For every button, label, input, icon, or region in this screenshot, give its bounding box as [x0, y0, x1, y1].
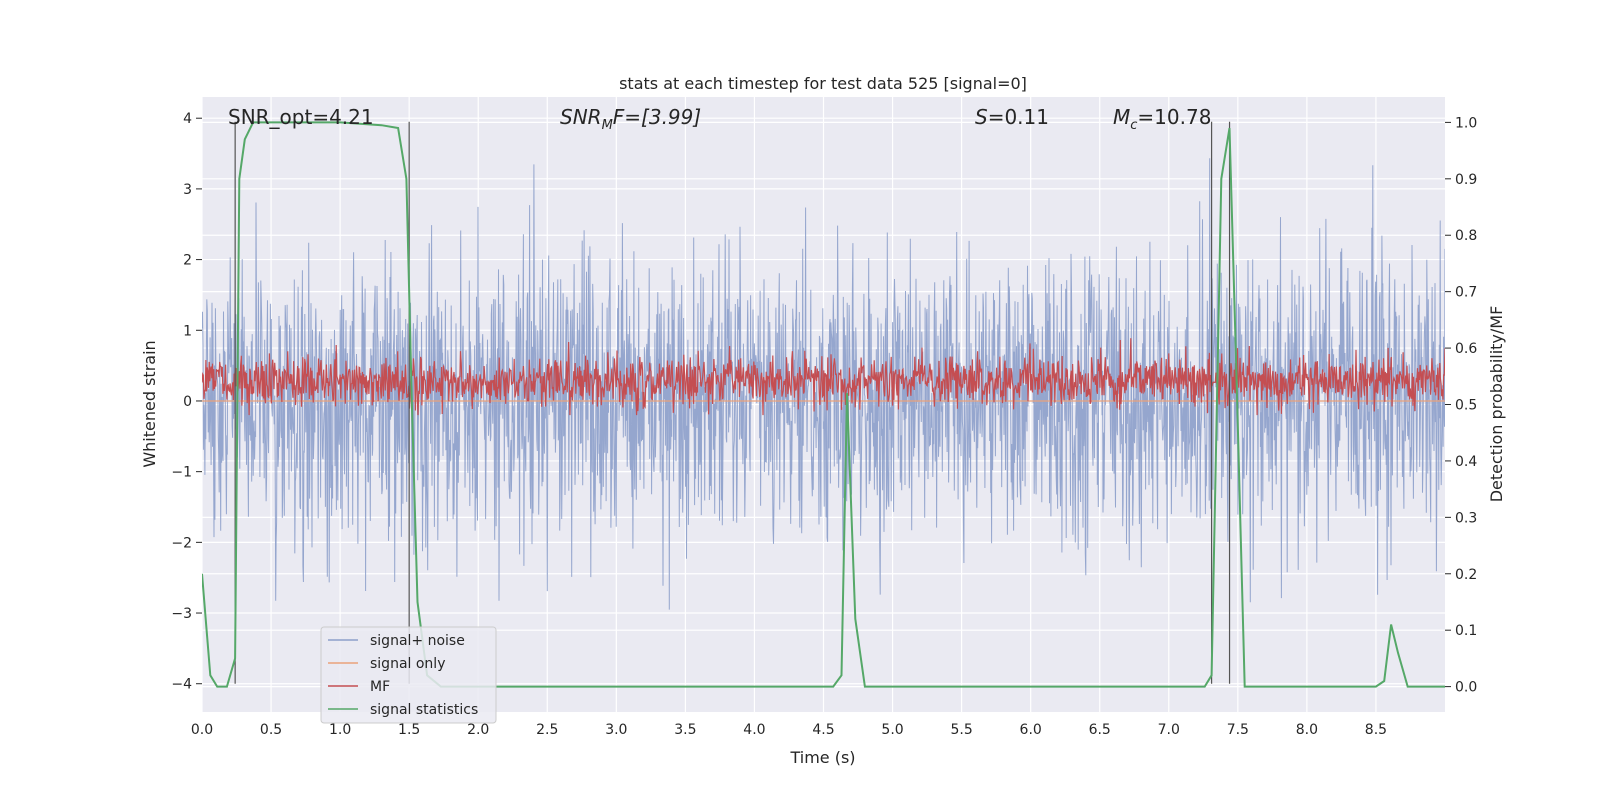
x-tick-label-1: 0.5	[260, 722, 282, 738]
x-axis-ticks: 0.0 0.5 1.0 1.5 2.0 2.5 3.0 3.5 4.0 4.5 5.0 5.5 6.0 6…	[191, 722, 1387, 738]
x-tick-label-15: 7.5	[1227, 722, 1249, 738]
legend-label-signal-only: signal only	[370, 656, 445, 672]
y-tick-label-2: 2	[183, 253, 192, 269]
annotation-mc-main: M	[1113, 105, 1130, 129]
x-tick-label-4: 2.0	[467, 722, 489, 738]
y2-tick-label-7: 0.3	[1455, 510, 1477, 526]
x-tick-label-3: 1.5	[398, 722, 420, 738]
y-tick-label-5: −1	[171, 465, 192, 481]
legend-box	[320, 626, 497, 724]
y2-tick-label-0: 1.0	[1455, 115, 1477, 131]
y-tick-label-3: 1	[183, 323, 192, 339]
y-axis-ticks: 4 3 2 1 0 −1 −2 −3 −4	[171, 111, 202, 693]
y-tick-label-7: −3	[171, 606, 192, 622]
annotation-s-main: S	[975, 105, 988, 129]
y2-tick-label-4: 0.6	[1455, 341, 1477, 357]
y2-tick-label-5: 0.5	[1455, 398, 1477, 414]
legend-label-signal-statistics: signal statistics	[370, 702, 478, 718]
y2-tick-label-2: 0.8	[1455, 228, 1477, 244]
legend-label-mf: MF	[370, 679, 390, 695]
y-tick-label-1: 3	[183, 182, 192, 198]
y-axis-label: Whitened strain	[140, 340, 159, 467]
y2-axis-label: Detection probability/MF	[1487, 306, 1506, 503]
y2-tick-label-10: 0.0	[1455, 680, 1477, 696]
y2-axis-ticks: 1.0 0.9 0.8 0.7 0.6 0.5 0.4 0.3 0.2 0.1 0.0	[1445, 115, 1477, 696]
x-tick-label-16: 8.0	[1296, 722, 1318, 738]
x-tick-label-8: 4.0	[743, 722, 765, 738]
annotation-snr-mf: SNRMF=[3.99]	[560, 105, 701, 133]
y-tick-label-0: 4	[183, 111, 192, 127]
annotation-mc-sub: c	[1130, 118, 1137, 133]
annotation-snr-mf-sub: M	[602, 118, 613, 133]
x-tick-label-7: 3.5	[674, 722, 696, 738]
x-tick-label-17: 8.5	[1365, 722, 1387, 738]
x-tick-label-9: 4.5	[812, 722, 834, 738]
annotation-snr-opt: SNR_opt=4.21	[228, 105, 374, 129]
x-tick-label-10: 5.0	[881, 722, 903, 738]
x-tick-label-0: 0.0	[191, 722, 213, 738]
x-tick-label-11: 5.5	[950, 722, 972, 738]
y-tick-label-8: −4	[171, 677, 192, 693]
legend: signal+ noise signal only MF signal stat…	[320, 626, 497, 724]
annotation-s-rest: =0.11	[988, 105, 1049, 129]
y-tick-label-4: 0	[183, 394, 192, 410]
legend-label-signal-noise: signal+ noise	[370, 633, 465, 649]
x-tick-label-2: 1.0	[329, 722, 351, 738]
y2-tick-label-6: 0.4	[1455, 454, 1477, 470]
x-tick-label-13: 6.5	[1089, 722, 1111, 738]
y2-tick-label-8: 0.2	[1455, 567, 1477, 583]
x-tick-label-6: 3.0	[605, 722, 627, 738]
annotation-s: S=0.11	[975, 105, 1049, 129]
series-signal-statistics	[202, 121, 1445, 688]
x-tick-label-12: 6.0	[1020, 722, 1042, 738]
annotation-mc-rest: =10.78	[1137, 105, 1211, 129]
annotation-snr-mf-rest: F=[3.99]	[613, 105, 701, 129]
y2-tick-label-3: 0.7	[1455, 285, 1477, 301]
annotation-snr-mf-main: SNR	[560, 105, 602, 129]
x-tick-label-5: 2.5	[536, 722, 558, 738]
chart-title: stats at each timestep for test data 525…	[619, 74, 1027, 93]
x-axis-label: Time (s)	[789, 748, 855, 767]
y-tick-label-6: −2	[171, 535, 192, 551]
y2-tick-label-9: 0.1	[1455, 623, 1477, 639]
y2-tick-label-1: 0.9	[1455, 172, 1477, 188]
annotation-mc: Mc=10.78	[1113, 105, 1211, 133]
x-tick-label-14: 7.0	[1158, 722, 1180, 738]
